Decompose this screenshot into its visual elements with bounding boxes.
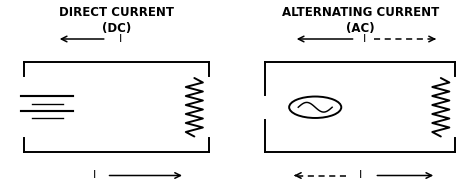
Text: I: I bbox=[364, 34, 366, 44]
Text: I: I bbox=[359, 170, 362, 181]
Text: DIRECT CURRENT
(DC): DIRECT CURRENT (DC) bbox=[59, 6, 173, 35]
Text: ALTERNATING CURRENT
(AC): ALTERNATING CURRENT (AC) bbox=[282, 6, 439, 35]
Text: I: I bbox=[118, 34, 122, 44]
Text: I: I bbox=[92, 170, 96, 181]
